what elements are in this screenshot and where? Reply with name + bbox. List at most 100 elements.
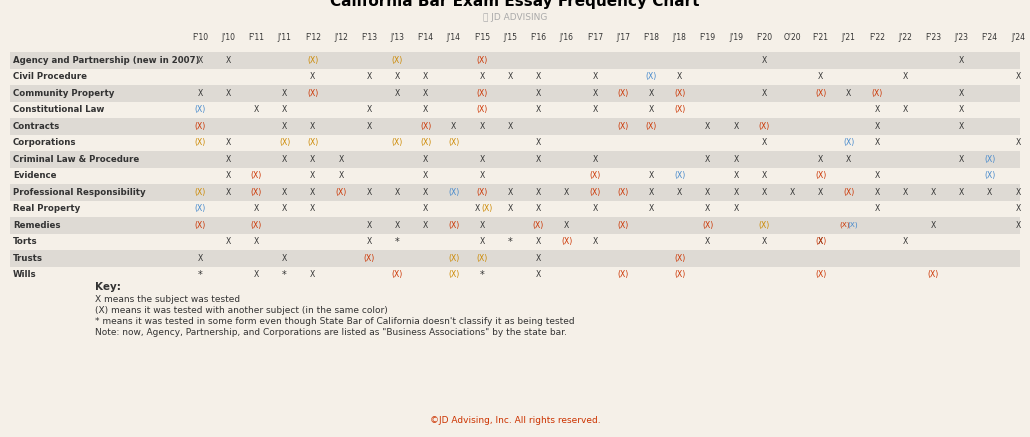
Text: X: X [536,105,541,114]
Text: X: X [310,72,315,81]
Text: X: X [226,56,231,65]
Text: X: X [706,204,711,213]
Text: X: X [733,204,739,213]
Text: X: X [282,105,287,114]
Text: X: X [931,221,936,230]
Text: X: X [536,237,541,246]
Text: (X): (X) [307,56,318,65]
Text: *: * [508,237,513,247]
Text: (X): (X) [250,221,262,230]
Text: X: X [959,56,964,65]
Text: X: X [282,254,287,263]
Text: (X): (X) [702,221,714,230]
Bar [10,167,1020,184]
Text: (X): (X) [589,171,600,180]
Text: X: X [706,237,711,246]
Text: J'15: J'15 [504,33,517,42]
Text: X: X [1016,138,1021,147]
Text: X: X [902,237,907,246]
Text: Contracts: Contracts [13,122,60,131]
Text: X: X [874,188,880,197]
Bar [10,201,1020,217]
Text: (X): (X) [839,222,850,229]
Text: X: X [846,155,852,164]
Text: J'13: J'13 [390,33,405,42]
Text: (X): (X) [815,171,826,180]
Text: X: X [475,204,480,213]
Text: X: X [902,188,907,197]
Text: X: X [367,237,372,246]
Text: X: X [761,237,766,246]
Text: (X): (X) [477,105,487,114]
Text: (X): (X) [250,188,262,197]
Text: F'12: F'12 [305,33,320,42]
Text: X: X [733,171,739,180]
Text: X: X [282,122,287,131]
Bar [10,118,1020,135]
Text: X: X [536,72,541,81]
Text: X: X [564,221,570,230]
Text: F'17: F'17 [587,33,603,42]
Text: X: X [902,105,907,114]
Text: X: X [536,188,541,197]
Text: Torts: Torts [13,237,38,246]
Text: X: X [282,188,287,197]
Text: J'18: J'18 [673,33,686,42]
Text: (X): (X) [195,105,206,114]
Text: X: X [310,204,315,213]
Text: X: X [536,138,541,147]
Text: X: X [959,155,964,164]
Text: X: X [310,171,315,180]
Text: (X): (X) [617,122,628,131]
Text: F'18: F'18 [644,33,659,42]
Text: F'14: F'14 [417,33,434,42]
Text: (X): (X) [589,188,600,197]
Text: (X): (X) [307,138,318,147]
Text: Constitutional Law: Constitutional Law [13,105,104,114]
Text: X: X [649,171,654,180]
Text: (X): (X) [674,105,685,114]
Text: X: X [536,270,541,279]
Text: X: X [479,72,485,81]
Text: *: * [480,270,484,280]
Text: X: X [1016,221,1021,230]
Text: X: X [339,171,344,180]
Text: X: X [198,254,203,263]
Text: X: X [282,204,287,213]
Text: X: X [536,254,541,263]
Text: Community Property: Community Property [13,89,114,98]
Text: Criminal Law & Procedure: Criminal Law & Procedure [13,155,139,164]
Text: X: X [649,204,654,213]
Text: X: X [508,188,513,197]
Text: X: X [959,188,964,197]
Text: (X): (X) [477,254,487,263]
Text: X: X [367,72,372,81]
Bar [10,184,1020,201]
Text: X: X [592,89,597,98]
Bar [10,267,1020,283]
Text: X: X [508,122,513,131]
Text: *: * [282,270,287,280]
Text: (X): (X) [448,270,459,279]
Text: (X): (X) [758,122,769,131]
Text: X: X [423,171,428,180]
Text: J'10: J'10 [221,33,235,42]
Text: (X): (X) [646,72,657,81]
Text: (X): (X) [250,171,262,180]
Text: J'17: J'17 [616,33,630,42]
Text: J'12: J'12 [334,33,348,42]
Text: X: X [423,155,428,164]
Text: (X): (X) [477,56,487,65]
Text: (X): (X) [617,89,628,98]
Text: (X): (X) [477,89,487,98]
Text: (X): (X) [533,221,544,230]
Text: * means it was tested in some form even though State Bar of California doesn't c: * means it was tested in some form even … [95,317,575,326]
Bar [10,217,1020,233]
Text: (X): (X) [195,188,206,197]
Text: X: X [339,155,344,164]
Text: Evidence: Evidence [13,171,57,180]
Text: F'13: F'13 [362,33,377,42]
Text: (X): (X) [985,171,995,180]
Text: (X): (X) [617,188,628,197]
Text: X: X [874,204,880,213]
